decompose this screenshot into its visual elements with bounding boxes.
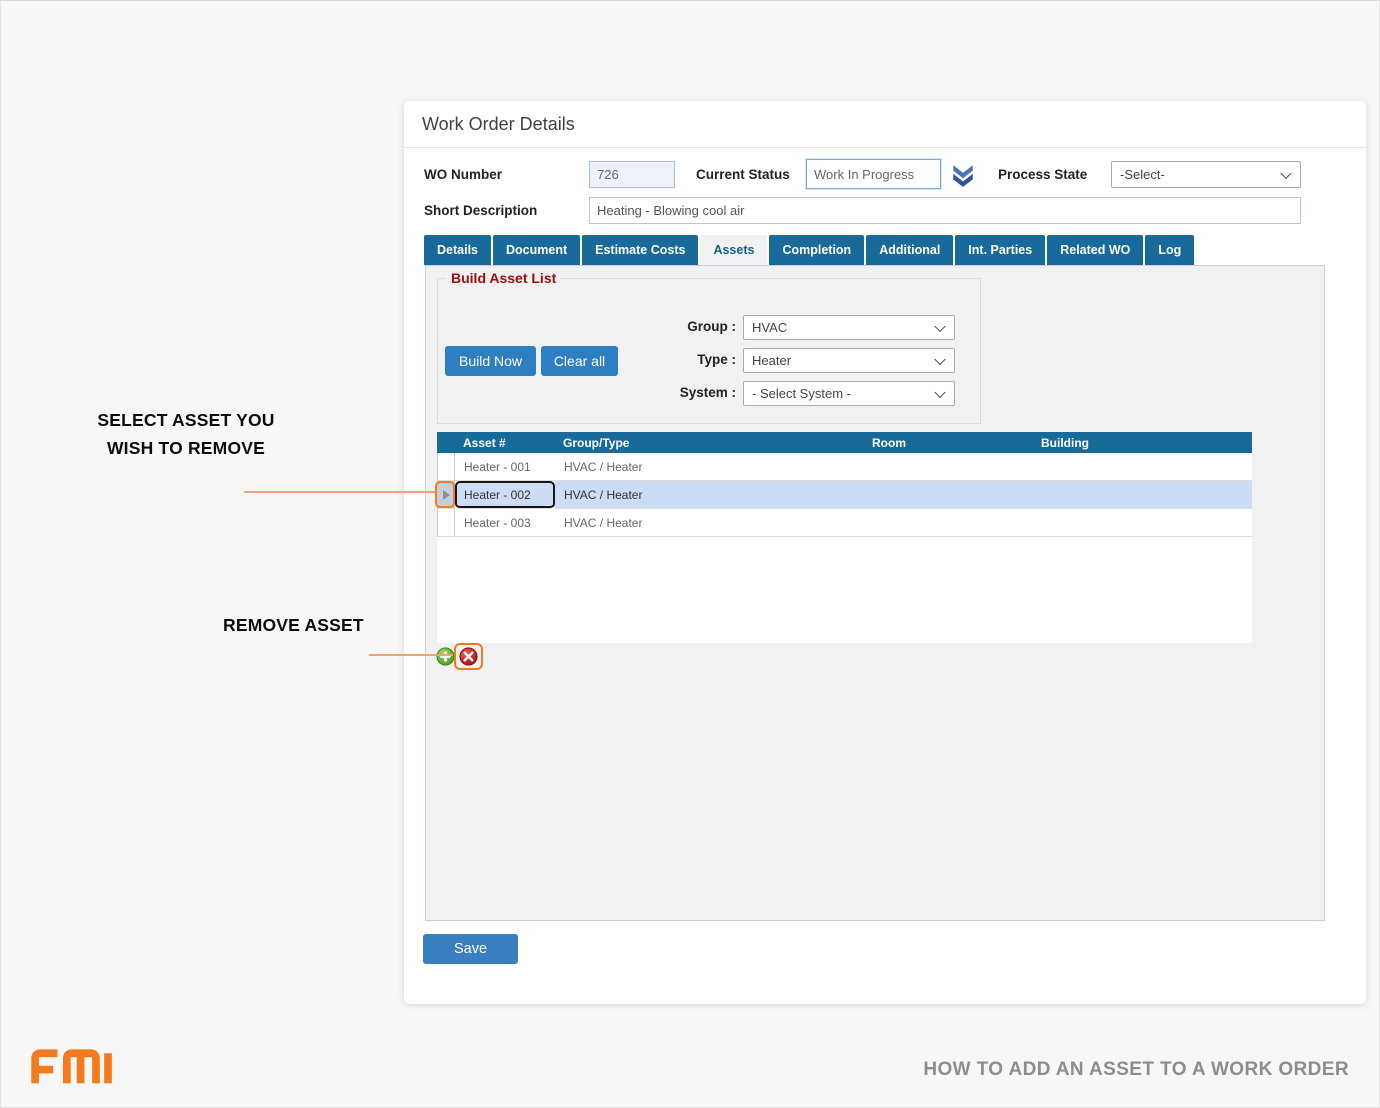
building-cell bbox=[1033, 509, 1252, 537]
add-asset-button[interactable] bbox=[435, 647, 455, 667]
column-header-group-type: Group/Type bbox=[563, 435, 630, 450]
tab-log[interactable]: Log bbox=[1145, 235, 1195, 265]
wo-number-label: WO Number bbox=[424, 167, 503, 182]
group-label: Group : bbox=[687, 319, 736, 334]
x-circle-icon bbox=[459, 647, 478, 666]
build-now-button[interactable]: Build Now bbox=[445, 346, 536, 376]
current-status-label: Current Status bbox=[696, 167, 790, 182]
asset-actions bbox=[435, 643, 483, 670]
process-state-select[interactable]: -Select- bbox=[1111, 161, 1301, 188]
footer-title: HOW TO ADD AN ASSET TO A WORK ORDER bbox=[923, 1059, 1349, 1080]
asset-number-cell[interactable]: Heater - 001 bbox=[455, 453, 555, 481]
tab-related-wo[interactable]: Related WO bbox=[1047, 235, 1144, 265]
annotation-select-asset-line1: SELECT ASSET YOU bbox=[97, 410, 275, 430]
tab-assets[interactable]: Assets bbox=[700, 235, 768, 265]
system-select[interactable]: - Select System - bbox=[743, 381, 955, 406]
tab-details[interactable]: Details bbox=[424, 235, 491, 265]
tab-estimate-costs[interactable]: Estimate Costs bbox=[582, 235, 699, 265]
column-header-building: Building bbox=[1041, 435, 1089, 450]
column-header-room: Room bbox=[872, 435, 906, 450]
type-select[interactable]: Heater bbox=[743, 348, 955, 373]
building-cell bbox=[1033, 453, 1252, 481]
column-header-asset: Asset # bbox=[463, 435, 506, 450]
room-cell bbox=[864, 509, 1033, 537]
save-button[interactable]: Save bbox=[423, 934, 518, 964]
row-selector-cell[interactable] bbox=[438, 453, 455, 481]
current-status-field[interactable]: Work In Progress bbox=[806, 159, 941, 189]
short-description-field[interactable]: Heating - Blowing cool air bbox=[589, 197, 1301, 224]
short-description-label: Short Description bbox=[424, 203, 538, 218]
annotation-line-remove bbox=[369, 654, 453, 656]
tab-int-parties[interactable]: Int. Parties bbox=[955, 235, 1046, 265]
work-order-tabs: Details Document Estimate Costs Assets C… bbox=[424, 235, 1195, 265]
table-row[interactable]: Heater - 001 HVAC / Heater bbox=[437, 453, 1252, 481]
group-type-cell: HVAC / Heater bbox=[555, 453, 864, 481]
annotation-select-asset: SELECT ASSET YOU WISH TO REMOVE bbox=[71, 406, 301, 462]
annotation-remove-asset: REMOVE ASSET bbox=[223, 615, 364, 635]
row-selector-cell-selected[interactable] bbox=[435, 481, 455, 509]
annotation-line-select bbox=[244, 491, 435, 493]
asset-number-cell[interactable]: Heater - 002 bbox=[455, 481, 555, 509]
asset-list-table: Asset # Group/Type Room Building Heater … bbox=[435, 432, 1252, 643]
triangle-right-icon bbox=[442, 489, 450, 500]
remove-asset-button[interactable] bbox=[459, 647, 478, 666]
asset-table-header: Asset # Group/Type Room Building bbox=[437, 432, 1252, 453]
build-asset-list-fieldset: Build Asset List bbox=[437, 270, 981, 424]
group-type-cell: HVAC / Heater bbox=[555, 509, 864, 537]
row-selector-cell[interactable] bbox=[438, 509, 455, 537]
double-chevron-down-icon[interactable] bbox=[950, 162, 976, 188]
table-row-selected[interactable]: Heater - 002 HVAC / Heater bbox=[435, 481, 1252, 509]
tab-completion[interactable]: Completion bbox=[769, 235, 865, 265]
room-cell bbox=[864, 481, 1033, 509]
building-cell bbox=[1033, 481, 1252, 509]
clear-all-button[interactable]: Clear all bbox=[541, 346, 618, 376]
annotation-select-asset-line2: WISH TO REMOVE bbox=[106, 438, 266, 458]
asset-table-body: Heater - 001 HVAC / Heater Heater - 002 … bbox=[435, 453, 1252, 643]
system-label: System : bbox=[679, 385, 736, 400]
tab-document[interactable]: Document bbox=[493, 235, 581, 265]
group-select[interactable]: HVAC bbox=[743, 315, 955, 340]
table-row[interactable]: Heater - 003 HVAC / Heater bbox=[437, 509, 1252, 537]
build-asset-list-legend: Build Asset List bbox=[446, 270, 562, 286]
process-state-label: Process State bbox=[998, 167, 1088, 182]
group-type-cell: HVAC / Heater bbox=[555, 481, 864, 509]
plus-circle-icon bbox=[435, 647, 455, 666]
room-cell bbox=[864, 453, 1033, 481]
annotation-highlight-remove bbox=[454, 643, 483, 670]
page-title: Work Order Details bbox=[422, 114, 575, 134]
tab-additional[interactable]: Additional bbox=[866, 235, 954, 265]
type-label: Type : bbox=[697, 352, 736, 367]
work-order-details-window: Work Order Details WO Number 726 Current… bbox=[404, 101, 1366, 1004]
title-divider bbox=[404, 147, 1366, 148]
asset-number-cell[interactable]: Heater - 003 bbox=[455, 509, 555, 537]
wo-number-field[interactable]: 726 bbox=[589, 161, 675, 188]
assets-tab-panel: Build Asset List Build Now Clear all Gro… bbox=[425, 265, 1325, 921]
fmi-logo bbox=[31, 1049, 112, 1084]
